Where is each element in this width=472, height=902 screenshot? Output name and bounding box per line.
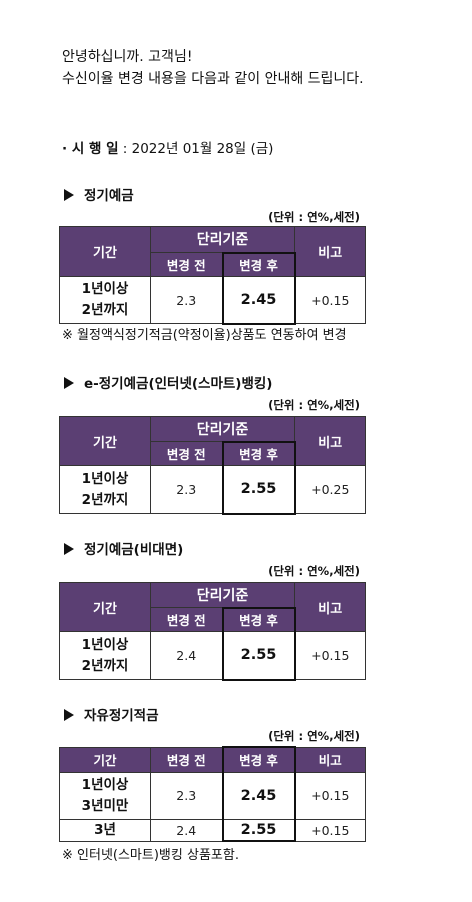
row-after: 2.55: [221, 465, 296, 515]
header-simple-interest: 단리기준: [150, 582, 295, 608]
header-before: 변경 전: [150, 746, 223, 773]
row-after: 2.55: [221, 818, 296, 842]
header-note: 비고: [294, 226, 366, 277]
triangle-bullet-icon: [64, 189, 74, 201]
section-title-free-savings: 자유정기적금: [64, 704, 159, 724]
header-note: 비고: [294, 746, 366, 773]
effective-date-label: · 시 행 일: [62, 141, 119, 157]
row-period: 3년: [59, 818, 151, 842]
footnote: ※ 월정액식정기적금(약정이율)상품도 연동하여 변경: [62, 328, 347, 343]
unit-label: (단위 : 연%,세전): [268, 564, 360, 578]
header-period: 기간: [59, 416, 151, 466]
row-diff: +0.15: [294, 818, 366, 842]
unit-label: (단위 : 연%,세전): [268, 729, 360, 743]
header-period: 기간: [59, 582, 151, 632]
row-after: 2.45: [221, 771, 296, 820]
section-title-text: e-정기예금(인터넷(스마트)뱅킹): [84, 376, 273, 392]
header-after: 변경 후: [221, 251, 296, 277]
row-after: 2.45: [221, 276, 296, 325]
row-after: 2.55: [221, 631, 296, 681]
triangle-bullet-icon: [64, 543, 74, 555]
effective-date-value: : 2022년 01월 28일 (금): [118, 141, 274, 157]
header-note: 비고: [294, 582, 366, 632]
section-title-text: 정기예금: [84, 188, 134, 204]
row-diff: +0.15: [294, 276, 366, 324]
row-period: 1년이상 2년까지: [59, 276, 151, 324]
row-before: 2.3: [150, 771, 223, 820]
greeting: 안녕하십니까. 고객님! 수신이율 변경 내용을 다음과 같이 안내해 드립니다…: [62, 46, 364, 90]
section-title-e-deposit: e-정기예금(인터넷(스마트)뱅킹): [64, 372, 272, 392]
header-after: 변경 후: [221, 746, 296, 773]
rate-table-non-face-deposit: 기간 단리기준 비고 변경 전 변경 후 1년이상 2년까지 2.4 2.55 …: [59, 582, 366, 681]
unit-label: (단위 : 연%,세전): [268, 210, 360, 224]
rate-table-free-savings: 기간 변경 전 변경 후 비고 1년이상 3년미만 2.3 2.45 +0.15…: [59, 746, 366, 842]
row-period: 1년이상 2년까지: [59, 465, 151, 514]
header-after: 변경 후: [221, 440, 296, 466]
section-title-text: 정기예금(비대면): [84, 542, 184, 558]
rate-table-e-deposit: 기간 단리기준 비고 변경 전 변경 후 1년이상 2년까지 2.3 2.55 …: [59, 416, 366, 515]
row-diff: +0.25: [294, 465, 366, 514]
header-before: 변경 전: [150, 441, 223, 466]
row-before: 2.4: [150, 631, 223, 680]
header-period: 기간: [59, 226, 151, 277]
row-before: 2.3: [150, 276, 223, 324]
section-title-fixed-deposit: 정기예금: [64, 184, 134, 204]
footnote: ※ 인터넷(스마트)뱅킹 상품포함.: [62, 848, 239, 863]
header-period: 기간: [59, 746, 151, 773]
rate-table-fixed-deposit: 기간 단리기준 비고 변경 전 변경 후 1년이상 2년까지 2.3 2.45 …: [59, 226, 366, 325]
header-note: 비고: [294, 416, 366, 466]
triangle-bullet-icon: [64, 377, 74, 389]
unit-label: (단위 : 연%,세전): [268, 398, 360, 412]
row-before: 2.4: [150, 818, 223, 842]
greeting-line-1: 안녕하십니까. 고객님!: [62, 49, 193, 65]
header-simple-interest: 단리기준: [150, 416, 295, 442]
row-diff: +0.15: [294, 771, 366, 820]
row-period: 1년이상 3년미만: [59, 771, 151, 820]
row-before: 2.3: [150, 465, 223, 514]
section-title-text: 자유정기적금: [84, 708, 159, 724]
section-title-non-face-deposit: 정기예금(비대면): [64, 538, 183, 558]
header-before: 변경 전: [150, 252, 223, 277]
row-period: 1년이상 2년까지: [59, 631, 151, 680]
header-before: 변경 전: [150, 607, 223, 632]
greeting-line-2: 수신이율 변경 내용을 다음과 같이 안내해 드립니다.: [62, 71, 364, 87]
header-simple-interest: 단리기준: [150, 226, 295, 253]
effective-date: · 시 행 일 : 2022년 01월 28일 (금): [62, 137, 273, 157]
header-after: 변경 후: [221, 606, 296, 632]
triangle-bullet-icon: [64, 709, 74, 721]
row-diff: +0.15: [294, 631, 366, 680]
